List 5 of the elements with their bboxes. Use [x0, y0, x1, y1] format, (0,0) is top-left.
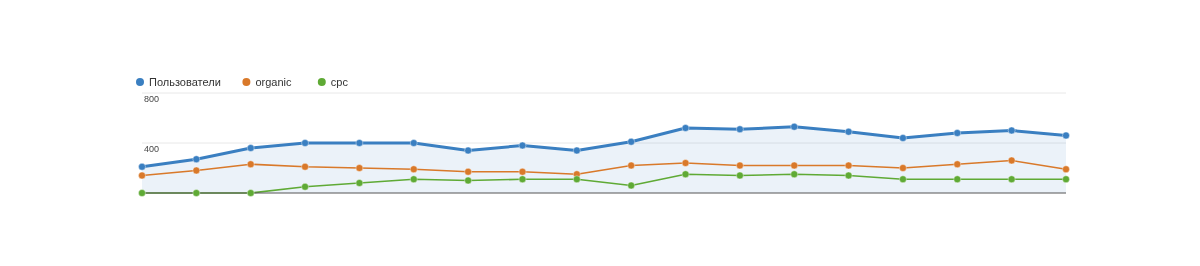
y-tick-label: 400 — [144, 144, 160, 154]
y-tick-label: 800 — [144, 94, 160, 104]
legend-label: cpc — [330, 76, 349, 88]
legend-label: organic — [255, 76, 292, 88]
legend-label: Пользователи — [149, 76, 221, 88]
